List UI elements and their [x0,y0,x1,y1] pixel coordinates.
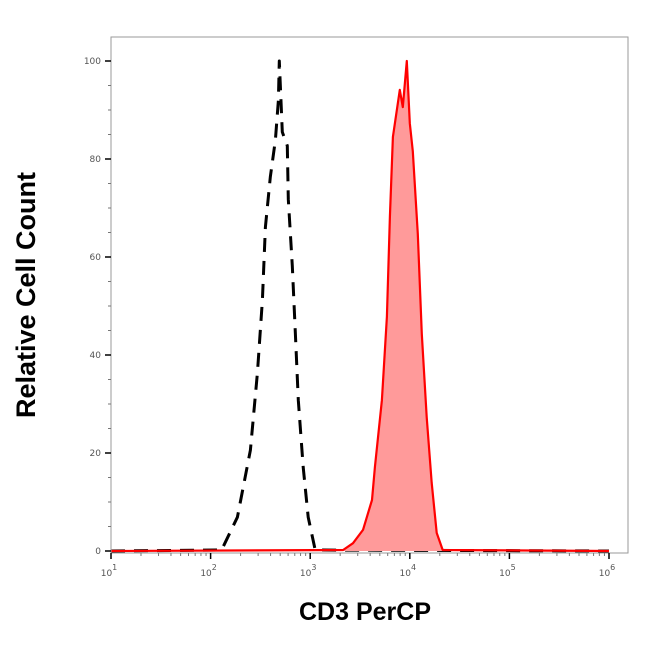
y-tick-label: 100 [84,57,101,67]
x-tick-label: 105 [499,563,516,579]
x-tick-label: 104 [400,563,417,579]
x-tick-label: 102 [200,563,217,579]
y-tick-label: 80 [90,155,102,165]
y-tick-label: 0 [95,547,101,557]
x-tick-label: 103 [300,563,317,579]
y-tick-label: 20 [90,449,102,459]
y-tick-label: 60 [90,253,102,263]
y-tick-label: 40 [90,351,102,361]
x-tick-label: 106 [599,563,616,579]
series-1-fill [111,61,609,551]
y-axis-title: Relative Cell Count [11,172,41,418]
x-tick-label: 101 [101,563,118,579]
plot-frame [110,36,629,554]
x-axis-title: CD3 PerCP [299,598,431,626]
series-1-line [110,59,610,553]
series-0-line [110,59,610,553]
